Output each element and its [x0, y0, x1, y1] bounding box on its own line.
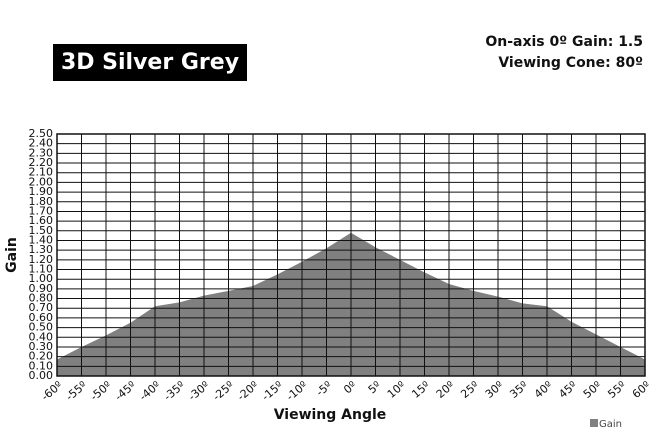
- y-tick-label: 1.50: [29, 224, 54, 237]
- y-tick-label: 0.30: [29, 340, 54, 353]
- y-tick-label: 1.30: [29, 243, 54, 256]
- x-tick-label: -10º: [284, 379, 310, 404]
- annotation: On-axis 0º Gain: 1.5: [485, 34, 643, 50]
- y-tick-label: 2.20: [29, 156, 54, 169]
- y-tick-label: 0.80: [29, 292, 54, 305]
- y-tick-label: 2.00: [29, 175, 54, 188]
- x-tick-label: 30º: [483, 379, 506, 401]
- x-tick-label: -30º: [186, 379, 212, 404]
- y-tick-label: 2.10: [29, 166, 54, 179]
- x-tick-label: 0º: [341, 379, 359, 397]
- x-tick-label: -50º: [88, 379, 114, 404]
- y-tick-label: 1.00: [29, 272, 54, 285]
- y-tick-label: 1.70: [29, 204, 54, 217]
- y-tick-label: 0.40: [29, 330, 54, 343]
- y-tick-label: 2.50: [29, 127, 54, 140]
- chart-title: 3D Silver Grey: [61, 50, 239, 75]
- x-tick-label: 40º: [532, 379, 555, 401]
- y-axis-label: Gain: [4, 237, 20, 273]
- x-tick-label: -35º: [161, 379, 187, 404]
- y-tick-label: 1.10: [29, 263, 54, 276]
- title-box: [53, 44, 247, 81]
- x-tick-label: -25º: [210, 379, 236, 404]
- y-tick-label: 2.40: [29, 137, 54, 150]
- x-tick-label: 55º: [605, 379, 628, 401]
- x-tick-label: -40º: [137, 379, 163, 404]
- x-tick-label: -5º: [314, 379, 335, 399]
- x-tick-label: 35º: [507, 379, 530, 401]
- y-tick-label: 1.90: [29, 185, 54, 198]
- x-tick-label: 10º: [385, 379, 408, 401]
- x-tick-label: 50º: [581, 379, 604, 401]
- x-tick-label: 25º: [458, 379, 481, 401]
- legend-label: Gain: [599, 419, 622, 430]
- y-tick-label: 0.10: [29, 359, 54, 372]
- x-tick-label: 15º: [409, 379, 432, 401]
- x-axis-label: Viewing Angle: [274, 407, 387, 423]
- annotation: Viewing Cone: 80º: [498, 55, 643, 71]
- legend-swatch: [590, 419, 598, 427]
- x-tick-label: 45º: [556, 379, 579, 401]
- x-tick-label: 5º: [366, 379, 384, 397]
- x-tick-label: 60º: [630, 379, 653, 401]
- y-tick-label: 2.30: [29, 146, 54, 159]
- y-tick-label: 1.80: [29, 195, 54, 208]
- y-tick-label: 0.90: [29, 282, 54, 295]
- plot-border: [56, 133, 646, 377]
- x-tick-label: 20º: [434, 379, 457, 401]
- y-tick-label: 1.40: [29, 233, 54, 246]
- y-tick-label: 0.20: [29, 350, 54, 363]
- x-tick-label: -45º: [112, 379, 138, 404]
- y-tick-label: 0.00: [29, 369, 54, 382]
- x-tick-label: -55º: [63, 379, 89, 404]
- y-tick-label: 0.60: [29, 311, 54, 324]
- y-tick-label: 1.20: [29, 253, 54, 266]
- y-tick-label: 1.60: [29, 214, 54, 227]
- x-tick-label: -60º: [39, 379, 65, 404]
- y-tick-label: 0.50: [29, 321, 54, 334]
- x-tick-label: -15º: [259, 379, 285, 404]
- y-tick-label: 0.70: [29, 301, 54, 314]
- x-tick-label: -20º: [235, 379, 261, 404]
